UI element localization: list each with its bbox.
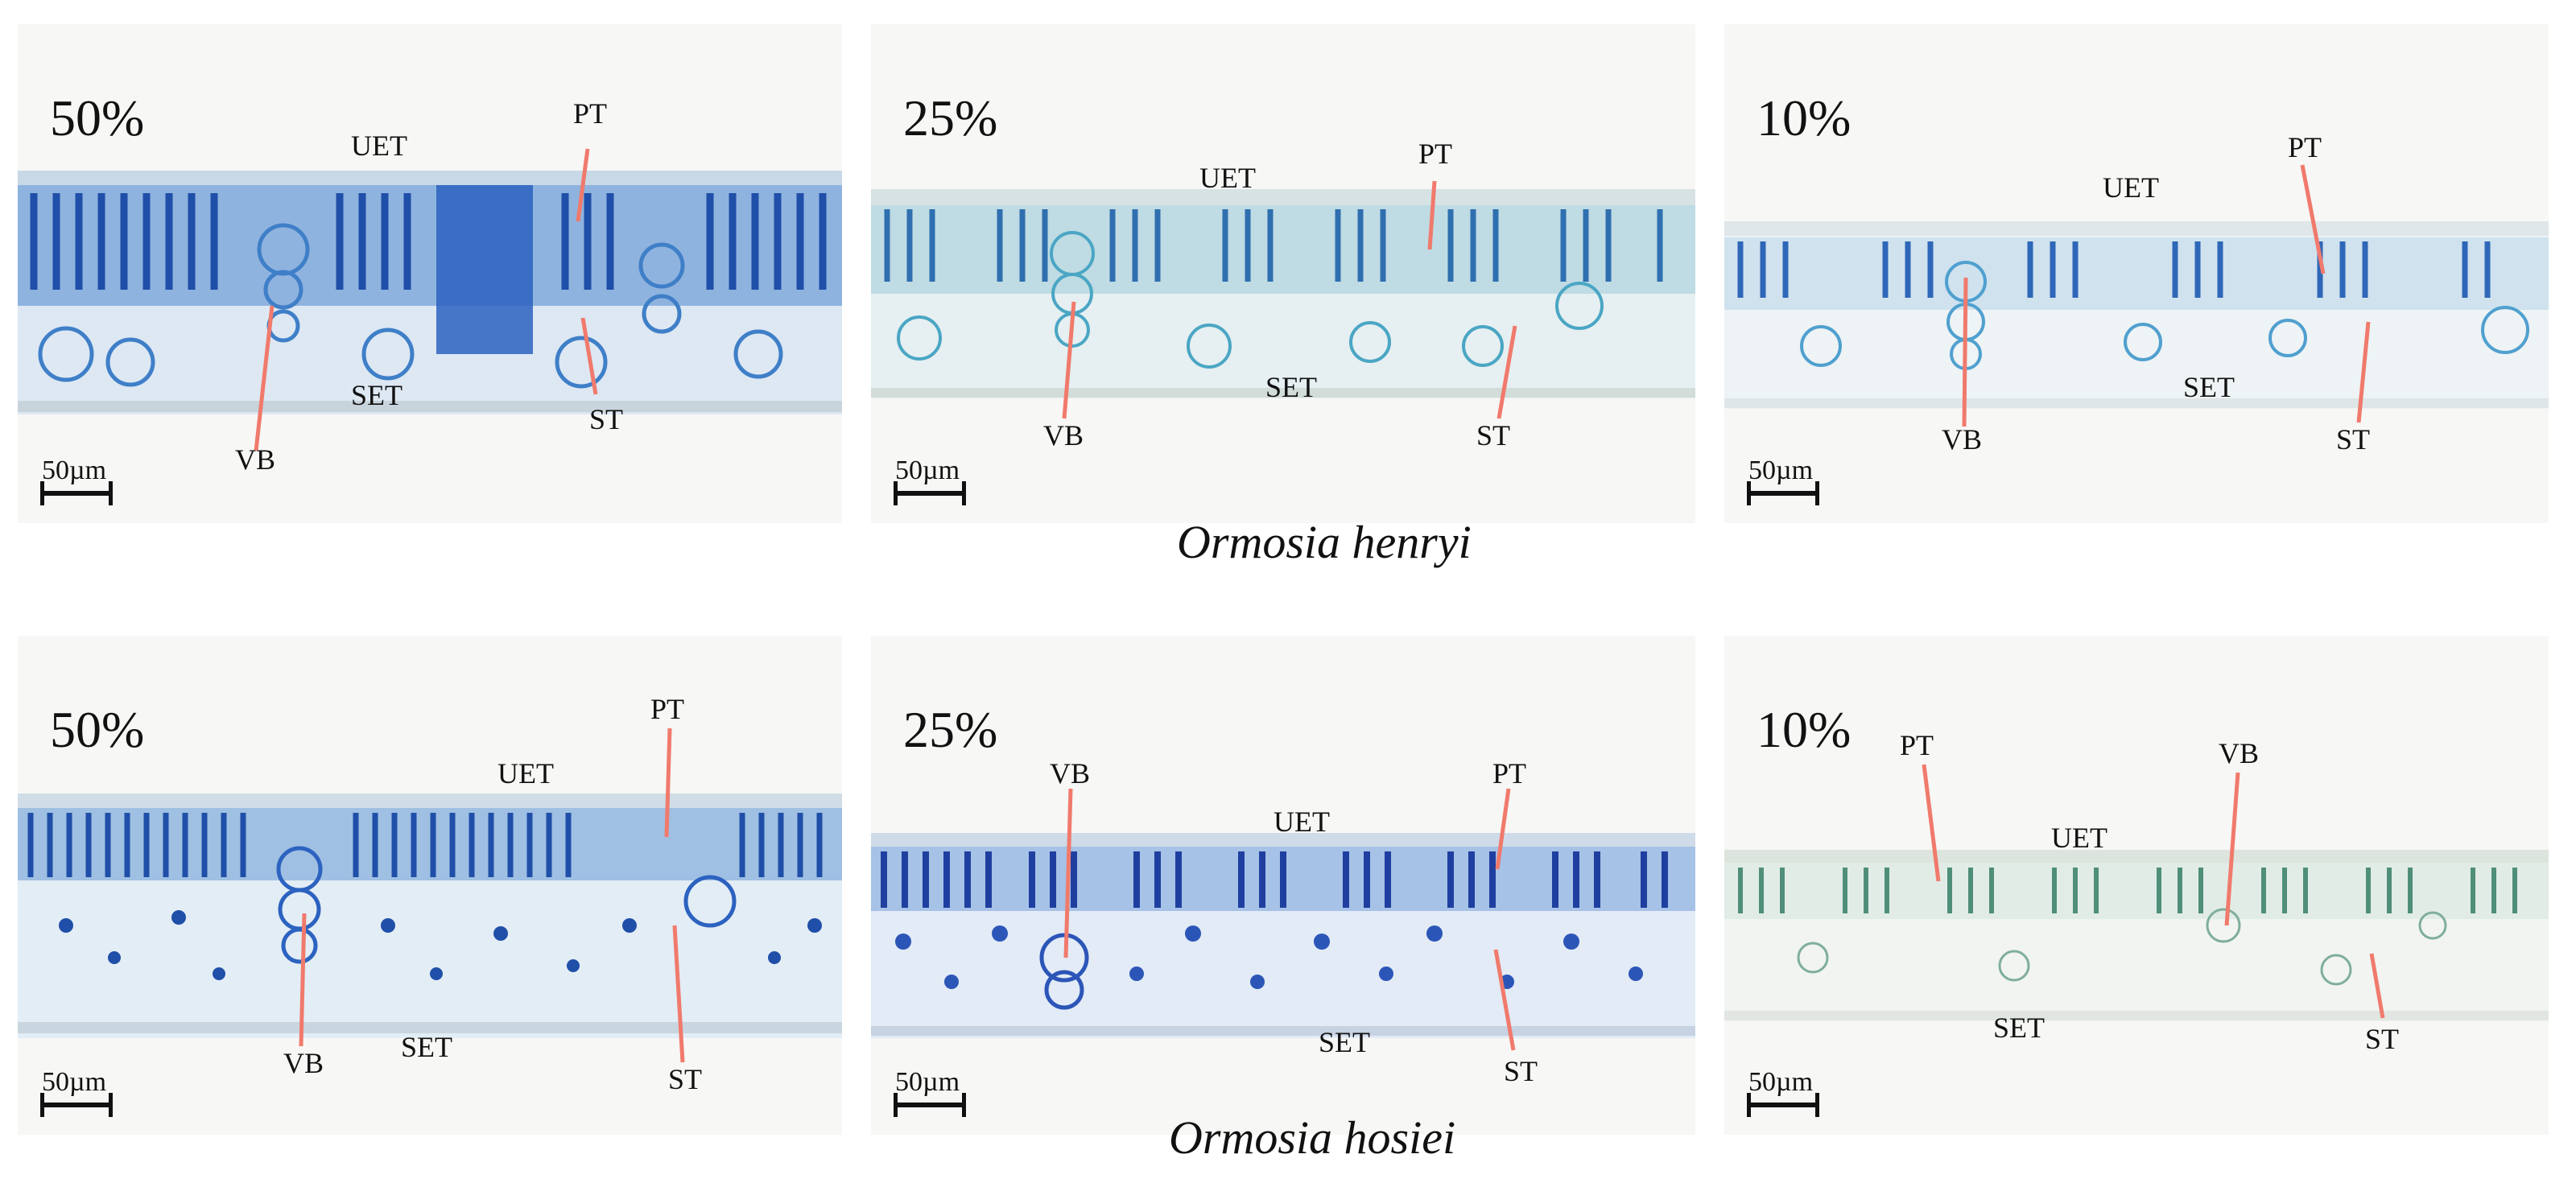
leaf-cross-section (1724, 764, 2549, 1022)
scale-bar-label: 50µm (1748, 455, 1814, 485)
label-pt: PT (1418, 138, 1453, 170)
scale-bar-label: 50µm (42, 1067, 107, 1097)
scale-bar-label: 50µm (895, 1067, 960, 1097)
species-caption-henryi: Ormosia henryi (1177, 516, 1472, 568)
label-st: ST (1476, 419, 1511, 451)
shade-percent-label: 50% (50, 89, 145, 146)
scale-bar-label: 50µm (895, 455, 960, 485)
shade-percent-label: 25% (903, 89, 998, 146)
shade-percent-label: 10% (1757, 701, 1852, 758)
leaf-cross-section (18, 728, 842, 1063)
label-pt: PT (650, 693, 685, 725)
micrograph-panel-hosiei-25: 25% UET PT SET ST VB 50µm (871, 636, 1695, 1135)
label-vb: VB (1043, 419, 1084, 451)
shade-percent-label: 10% (1757, 89, 1852, 146)
label-uet: UET (1199, 162, 1256, 194)
scale-bar: 50µm (40, 455, 113, 505)
scale-bar-line (894, 481, 966, 505)
scale-bar-line (1747, 481, 1819, 505)
scale-bar-line (40, 481, 113, 505)
label-st: ST (589, 403, 624, 435)
label-vb: VB (1050, 757, 1091, 789)
scale-bar: 50µm (1747, 455, 1819, 505)
label-set: SET (351, 379, 403, 411)
scale-bar-label: 50µm (42, 455, 107, 485)
scale-bar-line (894, 1093, 966, 1117)
label-set: SET (1319, 1026, 1371, 1058)
scale-bar: 50µm (894, 1067, 966, 1117)
label-st: ST (1504, 1055, 1538, 1087)
micrograph-panel-henryi-10: 10% UET PT SET ST VB 50µm (1724, 24, 2549, 523)
label-pt: PT (573, 97, 608, 130)
leaf-cross-section (18, 148, 842, 451)
label-vb: VB (283, 1047, 324, 1079)
label-vb: VB (235, 443, 276, 476)
scale-bar-line (1747, 1093, 1819, 1117)
scale-bar: 50µm (40, 1067, 113, 1117)
micrograph-panel-hosiei-50: 50% UET PT SET ST VB 50µm (18, 636, 842, 1135)
label-pt: PT (2288, 131, 2322, 163)
shade-percent-label: 50% (50, 701, 145, 758)
micrograph-panel-hosiei-10: 10% UET PT SET ST VB 50µm (1724, 636, 2549, 1135)
label-set: SET (401, 1031, 453, 1063)
label-pt: PT (1900, 729, 1934, 761)
micrograph-panel-henryi-50: 50% UET PT SET ST VB 50µm (18, 24, 842, 523)
scale-bar-line (40, 1093, 113, 1117)
leaf-cross-section (1724, 164, 2549, 427)
label-uet: UET (497, 757, 554, 789)
shade-percent-label: 25% (903, 701, 998, 758)
label-set: SET (2183, 371, 2235, 403)
label-vb: VB (2219, 737, 2260, 769)
label-uet: UET (1274, 806, 1330, 838)
label-st: ST (2336, 423, 2371, 455)
label-st: ST (668, 1063, 703, 1095)
label-st: ST (2365, 1023, 2400, 1055)
label-uet: UET (2103, 171, 2159, 204)
label-pt: PT (1492, 757, 1527, 789)
micrograph-panel-henryi-25: 25% UET PT SET ST VB 50µm (871, 24, 1695, 523)
label-set: SET (1265, 371, 1318, 403)
label-uet: UET (351, 130, 407, 162)
scale-bar-label: 50µm (1748, 1067, 1814, 1097)
scale-bar: 50µm (1747, 1067, 1819, 1117)
label-uet: UET (2051, 822, 2107, 854)
leaf-cross-section (871, 788, 1695, 1051)
species-caption-hosiei: Ormosia hosiei (1169, 1111, 1456, 1164)
label-set: SET (1993, 1012, 2046, 1044)
scale-bar: 50µm (894, 455, 966, 505)
leaf-cross-section (871, 180, 1695, 419)
label-vb: VB (1942, 423, 1983, 455)
